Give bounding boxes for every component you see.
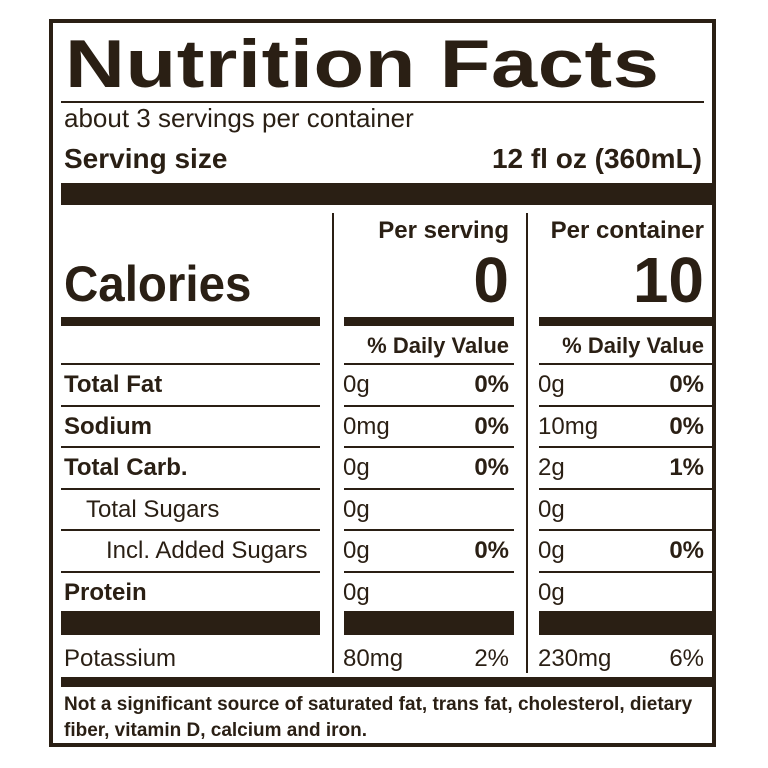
nutrient-container-dv: 0%: [669, 412, 704, 440]
nutrient-serving-dv: 0%: [474, 412, 509, 440]
nutrient-container-amount: 0g: [538, 371, 565, 398]
nutrient-serving-amount: 0g: [343, 371, 370, 398]
nutrient-serving-amount: 0g: [343, 578, 370, 606]
row-rule-left: [61, 404, 320, 407]
row-rule-serving: [344, 363, 514, 365]
title-rule: [61, 101, 704, 103]
nutrient-serving-dv: 0%: [474, 371, 509, 398]
potassium-container-amount: 230mg: [538, 645, 612, 672]
nutrient-name: Protein: [64, 578, 147, 606]
serving-size-label: Serving size: [64, 143, 228, 174]
footnote-rule: [61, 677, 712, 687]
row-rule-container: [539, 363, 712, 365]
daily-value-header-serving: % Daily Value: [367, 333, 509, 358]
nutrient-serving-dv: 0%: [474, 537, 509, 564]
calories-rule-serving: [344, 317, 514, 326]
servings-per-container: about 3 servings per container: [64, 103, 414, 133]
column-header-per-serving: Per serving: [378, 217, 509, 244]
nutrient-serving-dv: 0%: [474, 454, 509, 481]
calories-rule-left: [61, 317, 320, 326]
calories-rule-container: [539, 317, 712, 326]
nutrition-facts-label: Nutrition Facts about 3 servings per con…: [49, 19, 716, 747]
nutrient-container-amount: 0g: [538, 495, 565, 523]
row-rule-left: [61, 487, 320, 490]
daily-value-header-container: % Daily Value: [562, 333, 704, 358]
row-rule-serving: [344, 487, 514, 490]
nutrient-container-amount: 0g: [538, 578, 565, 606]
thick-rule-top: [61, 183, 712, 205]
row-rule-left: [61, 570, 320, 573]
column-divider-serving: [332, 213, 334, 673]
calories-label: Calories: [64, 256, 252, 312]
calories-per-serving: 0: [473, 244, 509, 316]
thick-rule-left: [61, 611, 320, 635]
row-rule-serving: [344, 529, 514, 531]
footnote: Not a significant source of saturated fa…: [64, 694, 693, 741]
row-rule-left: [61, 446, 320, 448]
nutrient-container-dv: 0%: [669, 537, 704, 564]
nutrient-container-amount: 0g: [538, 537, 565, 564]
nutrient-serving-amount: 0g: [343, 454, 370, 481]
nutrient-name: Sodium: [64, 412, 152, 440]
serving-size-value: 12 fl oz (360mL): [491, 143, 702, 174]
nutrient-name: Total Sugars: [86, 495, 220, 523]
potassium-label: Potassium: [64, 645, 177, 672]
potassium-serving-dv: 2%: [474, 645, 509, 672]
thick-rule-container: [539, 611, 712, 635]
row-rule-left: [61, 363, 320, 365]
calories-per-container: 10: [632, 244, 704, 316]
row-rule-container: [539, 529, 712, 531]
column-header-per-container: Per container: [550, 217, 704, 244]
row-rule-serving: [344, 570, 514, 573]
column-divider-container: [526, 213, 528, 673]
row-rule-container: [539, 446, 712, 448]
nutrient-serving-amount: 0g: [343, 537, 370, 564]
thick-rule-serving: [344, 611, 514, 635]
label-title: Nutrition Facts: [65, 26, 660, 102]
nutrient-serving-amount: 0mg: [343, 412, 390, 440]
potassium-container-dv: 6%: [669, 645, 704, 672]
row-rule-container: [539, 570, 712, 573]
nutrient-container-amount: 10mg: [538, 412, 599, 440]
nutrient-container-dv: 1%: [669, 454, 704, 481]
row-rule-serving: [344, 446, 514, 448]
row-rule-left: [61, 529, 320, 531]
row-rule-serving: [344, 404, 514, 407]
row-rule-container: [539, 404, 712, 407]
nutrient-name: Incl. Added Sugars: [106, 537, 308, 564]
nutrient-container-dv: 0%: [669, 371, 704, 398]
nutrient-serving-amount: 0g: [343, 495, 370, 523]
potassium-serving-amount: 80mg: [343, 645, 404, 672]
row-rule-container: [539, 487, 712, 490]
nutrient-name: Total Fat: [64, 371, 163, 398]
nutrient-container-amount: 2g: [538, 454, 565, 481]
nutrient-name: Total Carb.: [64, 454, 188, 481]
